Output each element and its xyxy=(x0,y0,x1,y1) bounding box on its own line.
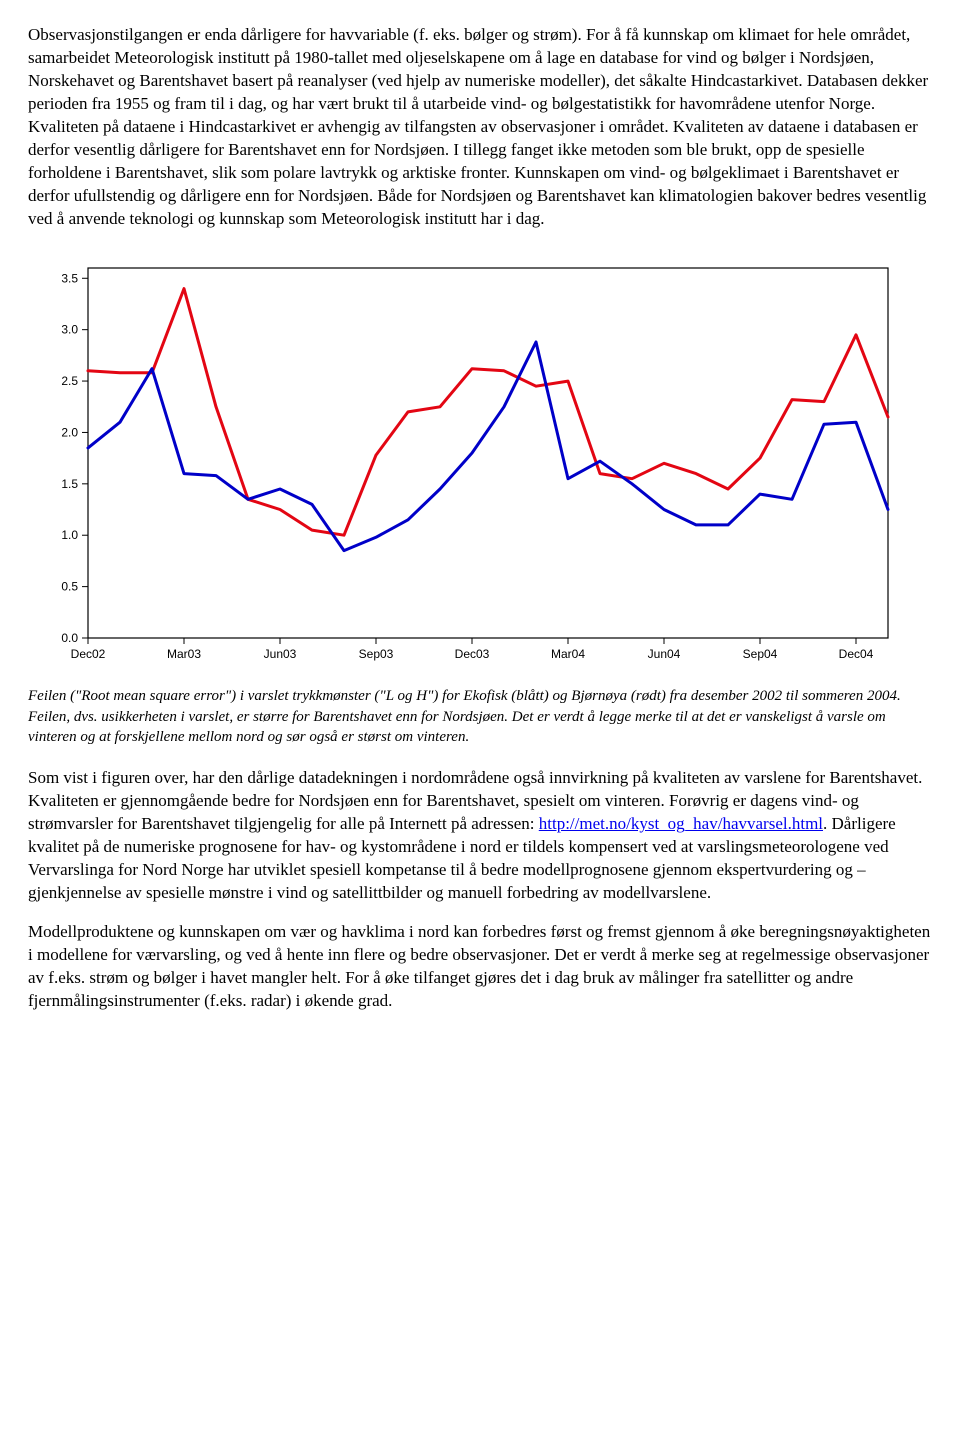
havvarsel-link[interactable]: http://met.no/kyst_og_hav/havvarsel.html xyxy=(539,814,823,833)
svg-text:Dec04: Dec04 xyxy=(839,647,874,661)
svg-text:3.0: 3.0 xyxy=(61,323,78,337)
svg-text:Sep04: Sep04 xyxy=(743,647,778,661)
svg-text:3.5: 3.5 xyxy=(61,272,78,286)
svg-text:1.0: 1.0 xyxy=(61,529,78,543)
svg-text:0.0: 0.0 xyxy=(61,631,78,645)
svg-text:Dec03: Dec03 xyxy=(455,647,490,661)
svg-text:Mar03: Mar03 xyxy=(167,647,201,661)
chart-svg: 0.0 0.5 1.0 1.5 2.0 2.5 3.0 3.5 Dec02 Mar03 Jun03 S… xyxy=(28,258,908,678)
chart-caption: Feilen ("Root mean square error") i vars… xyxy=(28,686,932,747)
svg-text:Sep03: Sep03 xyxy=(359,647,394,661)
svg-text:0.5: 0.5 xyxy=(61,580,78,594)
paragraph-3: Modellproduktene og kunnskapen om vær og… xyxy=(28,921,932,1013)
svg-text:Jun03: Jun03 xyxy=(264,647,297,661)
svg-text:Dec02: Dec02 xyxy=(71,647,106,661)
svg-text:Jun04: Jun04 xyxy=(648,647,681,661)
svg-text:2.0: 2.0 xyxy=(61,426,78,440)
svg-text:2.5: 2.5 xyxy=(61,374,78,388)
paragraph-2: Som vist i figuren over, har den dårlige… xyxy=(28,767,932,905)
svg-text:1.5: 1.5 xyxy=(61,477,78,491)
rmse-chart: 0.0 0.5 1.0 1.5 2.0 2.5 3.0 3.5 Dec02 Mar03 Jun03 S… xyxy=(28,258,932,678)
paragraph-1: Observasjonstilgangen er enda dårligere … xyxy=(28,24,932,230)
svg-text:Mar04: Mar04 xyxy=(551,647,585,661)
